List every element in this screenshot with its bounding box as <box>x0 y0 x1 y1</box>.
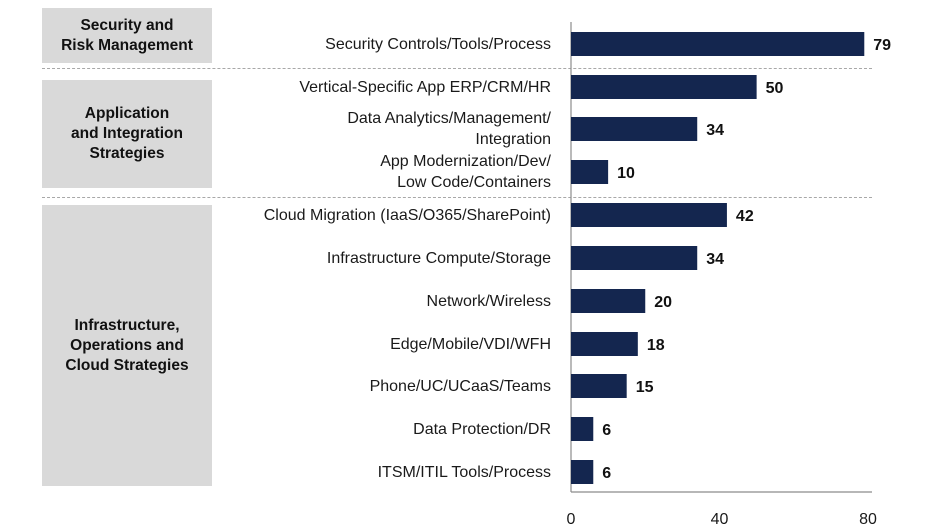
category-label: Phone/UC/UCaaS/Teams <box>369 377 551 395</box>
data-label: 6 <box>602 465 611 482</box>
x-tick-label: 0 <box>567 511 576 528</box>
category-label: Infrastructure Compute/Storage <box>326 249 551 267</box>
bar <box>571 417 594 441</box>
category-label: Data Protection/DR <box>413 420 551 438</box>
data-label: 50 <box>766 80 784 97</box>
category-label: Vertical-Specific App ERP/CRM/HR <box>299 78 551 96</box>
category-label: App Modernization/Dev/ Low Code/Containe… <box>380 153 551 191</box>
bar <box>571 203 727 227</box>
x-tick-label: 80 <box>859 511 877 528</box>
data-label: 79 <box>873 37 891 54</box>
category-label: Security Controls/Tools/Process <box>325 35 551 53</box>
category-label: Edge/Mobile/VDI/WFH <box>390 335 551 353</box>
data-label: 15 <box>636 379 654 396</box>
x-tick-label: 40 <box>711 511 729 528</box>
group-label: Infrastructure, Operations and Cloud Str… <box>42 205 212 486</box>
data-label: 18 <box>647 337 665 354</box>
category-label: Network/Wireless <box>426 292 551 310</box>
group-divider <box>42 197 872 198</box>
data-label: 20 <box>654 294 672 311</box>
data-label: 42 <box>736 208 754 225</box>
group-label: Application and Integration Strategies <box>42 80 212 188</box>
bar <box>571 32 865 56</box>
category-label: ITSM/ITIL Tools/Process <box>377 463 551 481</box>
bar <box>571 460 594 484</box>
data-label: 10 <box>617 165 635 182</box>
group-label: Security and Risk Management <box>42 8 212 63</box>
group-divider <box>42 68 872 69</box>
bar <box>571 374 627 398</box>
bar <box>571 75 757 99</box>
bar <box>571 160 609 184</box>
bar <box>571 332 638 356</box>
data-label: 34 <box>706 251 724 268</box>
category-label: Data Analytics/Management/ Integration <box>347 110 551 148</box>
category-label: Cloud Migration (IaaS/O365/SharePoint) <box>263 206 551 224</box>
data-label: 34 <box>706 122 724 139</box>
bar <box>571 117 698 141</box>
bar <box>571 289 646 313</box>
bar <box>571 246 698 270</box>
data-label: 6 <box>602 422 611 439</box>
